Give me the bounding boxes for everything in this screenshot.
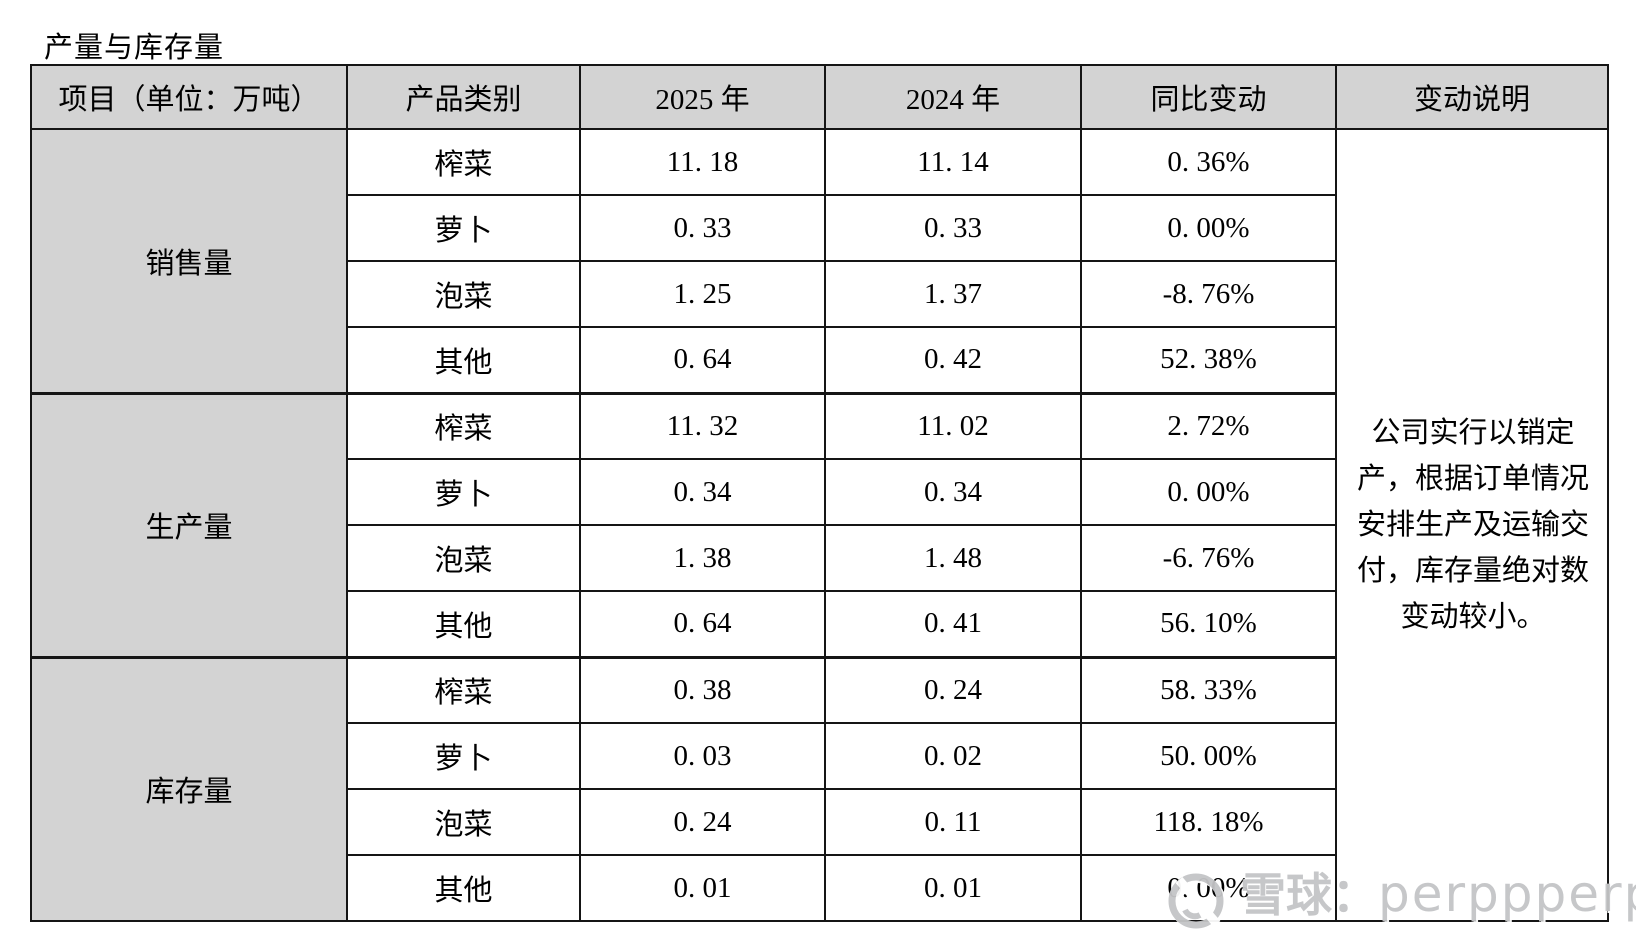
- value-2025-cell: 0. 01: [579, 854, 826, 922]
- value-2024-cell: 0. 34: [824, 458, 1082, 526]
- header-2024: 2024 年: [824, 64, 1082, 130]
- category-cell: 萝卜: [346, 194, 581, 262]
- value-2024-cell: 11. 14: [824, 128, 1082, 196]
- header-category: 产品类别: [346, 64, 581, 130]
- table-row: 生产量 榨菜 11. 32 11. 02 2. 72%: [30, 391, 1608, 658]
- value-2024-cell: 0. 11: [824, 788, 1082, 856]
- yoy-cell: 0. 00%: [1080, 458, 1337, 526]
- category-cell: 泡菜: [346, 524, 581, 592]
- value-2024-cell: 1. 48: [824, 524, 1082, 592]
- yoy-cell: 118. 18%: [1080, 788, 1337, 856]
- category-cell: 泡菜: [346, 260, 581, 328]
- table-row: 泡菜 1. 38 1. 48 -6. 76%: [31, 524, 1608, 592]
- group-label-production-volume: 生产量: [30, 391, 348, 658]
- group-label-sales-volume: 销售量: [30, 128, 348, 394]
- value-2025-cell: 0. 33: [579, 194, 826, 262]
- table-row: 其他 0. 64 0. 42 52. 38%: [31, 326, 1608, 394]
- category-cell: 萝卜: [346, 458, 581, 526]
- header-row: 项目（单位：万吨） 产品类别 2025 年 2024 年 同比变动 变动说明: [30, 64, 1609, 130]
- header-change-note: 变动说明: [1335, 64, 1609, 130]
- category-cell: 榨菜: [346, 391, 581, 460]
- yoy-cell: 56. 10%: [1080, 590, 1337, 658]
- table-row: 库存量 榨菜 0. 38 0. 24 58. 33%: [30, 655, 1608, 922]
- value-2024-cell: 0. 01: [824, 854, 1082, 922]
- value-2025-cell: 0. 38: [579, 655, 826, 724]
- value-2025-cell: 1. 38: [579, 524, 826, 592]
- table-row: 其他 0. 64 0. 41 56. 10%: [31, 590, 1608, 658]
- value-2025-cell: 11. 18: [579, 128, 826, 196]
- yoy-cell: 50. 00%: [1080, 722, 1337, 790]
- value-2025-cell: 0. 24: [579, 788, 826, 856]
- category-cell: 萝卜: [346, 722, 581, 790]
- value-2024-cell: 0. 33: [824, 194, 1082, 262]
- table-row: 销售量 榨菜 11. 18 11. 14 0. 36% 公司实行以销定 产，根据…: [30, 128, 1609, 922]
- yoy-cell: -6. 76%: [1080, 524, 1337, 592]
- value-2024-cell: 11. 02: [824, 391, 1082, 460]
- category-cell: 其他: [346, 854, 581, 922]
- yoy-cell: 2. 72%: [1080, 391, 1337, 460]
- header-yoy-change: 同比变动: [1080, 64, 1337, 130]
- value-2025-cell: 1. 25: [579, 260, 826, 328]
- value-2024-cell: 0. 24: [824, 655, 1082, 724]
- value-2024-cell: 0. 41: [824, 590, 1082, 658]
- value-2024-cell: 1. 37: [824, 260, 1082, 328]
- category-cell: 泡菜: [346, 788, 581, 856]
- change-note-cell: 公司实行以销定 产，根据订单情况 安排生产及运输交 付，库存量绝对数 变动较小。: [1335, 128, 1609, 922]
- yoy-cell: 0. 36%: [1080, 128, 1337, 196]
- group-label-inventory-volume: 库存量: [30, 655, 348, 922]
- yoy-cell: 0. 00%: [1080, 854, 1337, 922]
- value-2025-cell: 0. 64: [579, 326, 826, 394]
- value-2025-cell: 0. 03: [579, 722, 826, 790]
- table-row: 泡菜 0. 24 0. 11 118. 18%: [31, 788, 1608, 856]
- category-cell: 榨菜: [346, 128, 581, 196]
- header-item-unit: 项目（单位：万吨）: [30, 64, 348, 130]
- table-row: 萝卜 0. 03 0. 02 50. 00%: [31, 722, 1608, 790]
- value-2025-cell: 0. 64: [579, 590, 826, 658]
- value-2025-cell: 0. 34: [579, 458, 826, 526]
- value-2025-cell: 11. 32: [579, 391, 826, 460]
- production-inventory-table: 项目（单位：万吨） 产品类别 2025 年 2024 年 同比变动 变动说明 销…: [30, 64, 1609, 922]
- category-cell: 其他: [346, 326, 581, 394]
- table-row: 泡菜 1. 25 1. 37 -8. 76%: [31, 260, 1608, 328]
- category-cell: 榨菜: [346, 655, 581, 724]
- value-2024-cell: 0. 42: [824, 326, 1082, 394]
- yoy-cell: 52. 38%: [1080, 326, 1337, 394]
- value-2024-cell: 0. 02: [824, 722, 1082, 790]
- category-cell: 其他: [346, 590, 581, 658]
- page-title: 产量与库存量: [44, 32, 225, 64]
- yoy-cell: 58. 33%: [1080, 655, 1337, 724]
- table-row: 萝卜 0. 33 0. 33 0. 00%: [31, 194, 1608, 262]
- yoy-cell: -8. 76%: [1080, 260, 1337, 328]
- yoy-cell: 0. 00%: [1080, 194, 1337, 262]
- header-2025: 2025 年: [579, 64, 826, 130]
- table-row: 萝卜 0. 34 0. 34 0. 00%: [31, 458, 1608, 526]
